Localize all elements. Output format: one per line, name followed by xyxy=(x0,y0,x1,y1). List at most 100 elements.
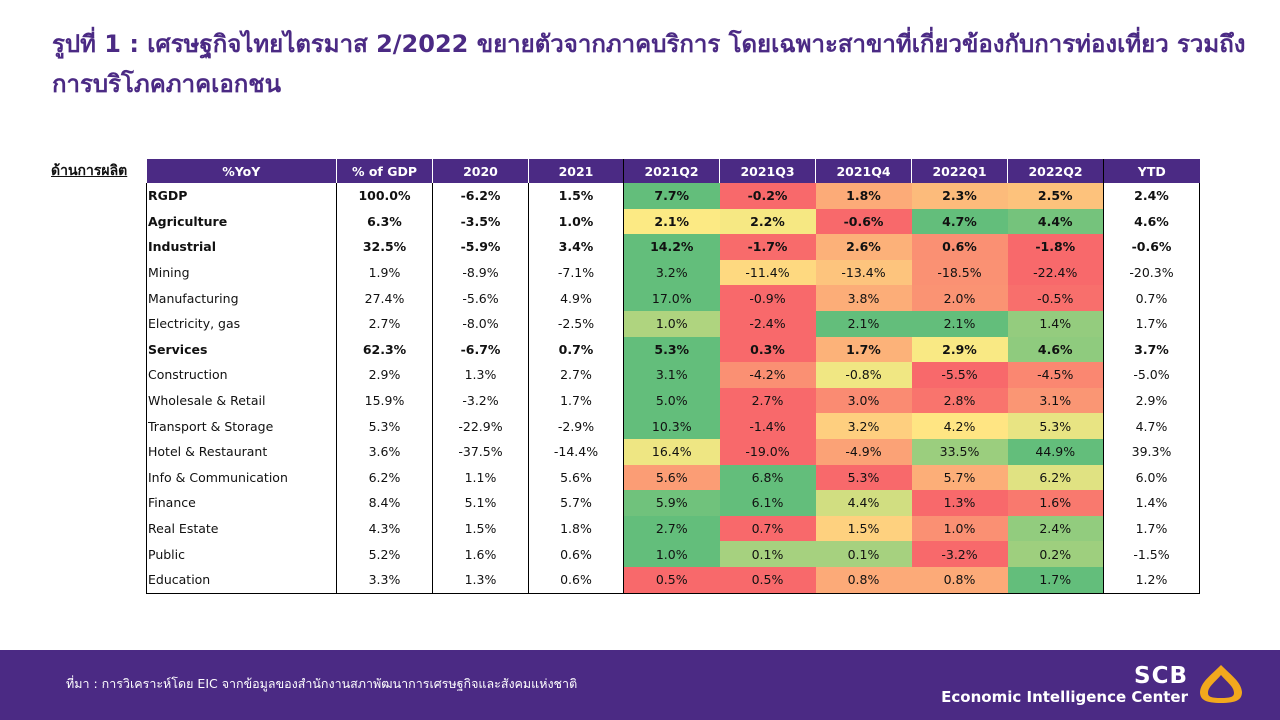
page-title: รูปที่ 1 : เศรษฐกิจไทยไตรมาส 2/2022 ขยาย… xyxy=(52,30,1246,98)
row-label: Manufacturing xyxy=(146,285,337,311)
table-cell: 2.8% xyxy=(911,387,1008,414)
row-label: Real Estate xyxy=(146,515,337,542)
table-cell: 5.3% xyxy=(623,336,720,363)
table-cell: -4.9% xyxy=(815,438,912,465)
table-cell: 4.9% xyxy=(528,285,624,311)
table-header-row: %YoY% of GDP 2020 2021 2021Q2 2021Q3 2021Q4 20… xyxy=(146,159,1200,183)
brand-name: SCB xyxy=(1134,663,1188,689)
table-cell: 4.6% xyxy=(1103,208,1200,235)
table-row: Hotel & Restaurant 3.6% -37.5% -14.4% 16.4% -… xyxy=(146,438,1200,465)
row-label: Info & Communication xyxy=(146,464,337,491)
table-cell: 3.1% xyxy=(623,362,720,388)
column-header: 2020 xyxy=(432,159,529,183)
table-cell: 0.3% xyxy=(719,336,816,363)
table-cell: -37.5% xyxy=(432,438,529,465)
table-cell: -6.7% xyxy=(432,336,529,363)
column-header: YTD xyxy=(1103,159,1200,183)
table-cell: 2.4% xyxy=(1007,515,1104,542)
table-cell: 5.7% xyxy=(911,464,1008,491)
brand-subtitle: Economic Intelligence Center xyxy=(941,688,1188,706)
table-cell: 1.9% xyxy=(336,259,433,286)
column-header: 2022Q1 xyxy=(911,159,1008,183)
table-cell: 0.2% xyxy=(1007,541,1104,567)
table-row: RGDP 100.0% -6.2% 1.5% 7.7% -0.2% 1.8% 2.3% 2.5%… xyxy=(146,183,1200,209)
table-cell: 1.0% xyxy=(623,541,720,567)
table-cell: -3.2% xyxy=(432,387,529,414)
table-cell: 3.4% xyxy=(528,234,624,260)
table-cell: 39.3% xyxy=(1103,438,1200,465)
table-cell: 1.5% xyxy=(432,515,529,542)
table-cell: 2.3% xyxy=(911,183,1008,209)
table-cell: 3.7% xyxy=(1103,336,1200,363)
table-cell: -4.5% xyxy=(1007,362,1104,388)
table-cell: 62.3% xyxy=(336,336,433,363)
table-cell: 33.5% xyxy=(911,438,1008,465)
table-cell: -0.2% xyxy=(719,183,816,209)
table-cell: 2.9% xyxy=(911,336,1008,363)
table-cell: -5.5% xyxy=(911,362,1008,388)
table-cell: 1.4% xyxy=(1007,310,1104,337)
table-cell: 0.5% xyxy=(623,566,720,594)
table-cell: 5.3% xyxy=(1007,413,1104,439)
table-row: Finance 8.4% 5.1% 5.7% 5.9% 6.1% 4.4% 1.3% 1.6% 1… xyxy=(146,490,1200,516)
column-header: % of GDP xyxy=(336,159,433,183)
table-cell: 4.6% xyxy=(1007,336,1104,363)
table-cell: 0.7% xyxy=(528,336,624,363)
table-cell: 14.2% xyxy=(623,234,720,260)
table-cell: 4.7% xyxy=(1103,413,1200,439)
table-cell: -4.2% xyxy=(719,362,816,388)
table-cell: 1.7% xyxy=(1007,566,1104,594)
table-cell: -3.2% xyxy=(911,541,1008,567)
footer-bar: ที่มา : การวิเคราะห์โดย EIC จากข้อมูลของ… xyxy=(0,650,1280,720)
table-cell: 1.7% xyxy=(815,336,912,363)
side-label: ด้านการผลิต xyxy=(51,163,128,179)
table-cell: 27.4% xyxy=(336,285,433,311)
table-cell: 2.7% xyxy=(719,387,816,414)
table-cell: 1.7% xyxy=(528,387,624,414)
column-header: 2022Q2 xyxy=(1007,159,1104,183)
table-cell: 1.5% xyxy=(528,183,624,209)
table-cell: 5.7% xyxy=(528,490,624,516)
table-cell: 0.8% xyxy=(911,566,1008,594)
table-cell: 1.0% xyxy=(911,515,1008,542)
table-cell: 5.1% xyxy=(432,490,529,516)
row-label: Public xyxy=(146,541,337,567)
table-cell: 2.0% xyxy=(911,285,1008,311)
table-cell: 3.3% xyxy=(336,566,433,594)
scb-lotus-logo-icon xyxy=(1200,665,1242,703)
table-cell: -22.9% xyxy=(432,413,529,439)
table-cell: 4.4% xyxy=(1007,208,1104,235)
table-cell: 0.7% xyxy=(719,515,816,542)
table-cell: 1.4% xyxy=(1103,490,1200,516)
table-cell: -1.7% xyxy=(719,234,816,260)
table-cell: 1.8% xyxy=(528,515,624,542)
table-cell: 1.7% xyxy=(1103,310,1200,337)
row-label: Agriculture xyxy=(146,208,337,235)
table-cell: 3.8% xyxy=(815,285,912,311)
row-label: Wholesale & Retail xyxy=(146,387,337,414)
table-row: Services 62.3% -6.7% 0.7% 5.3% 0.3% 1.7% 2.9% 4.… xyxy=(146,336,1200,363)
table-cell: 1.7% xyxy=(1103,515,1200,542)
table-cell: 0.6% xyxy=(911,234,1008,260)
table-cell: 7.7% xyxy=(623,183,720,209)
table-cell: -0.8% xyxy=(815,362,912,388)
table-cell: -1.4% xyxy=(719,413,816,439)
table-cell: 2.1% xyxy=(623,208,720,235)
table-cell: 16.4% xyxy=(623,438,720,465)
column-header: 2021 xyxy=(528,159,624,183)
table-cell: 2.6% xyxy=(815,234,912,260)
table-cell: 6.8% xyxy=(719,464,816,491)
table-row: Electricity, gas 2.7% -8.0% -2.5% 1.0% -2.4% 2… xyxy=(146,310,1200,337)
table-cell: 2.1% xyxy=(815,310,912,337)
table-cell: -6.2% xyxy=(432,183,529,209)
table-cell: 6.3% xyxy=(336,208,433,235)
table-row: Info & Communication 6.2% 1.1% 5.6% 5.6% 6.8%… xyxy=(146,464,1200,491)
table-cell: 4.7% xyxy=(911,208,1008,235)
gdp-heatmap-table: %YoY% of GDP 2020 2021 2021Q2 2021Q3 2021Q4 20… xyxy=(146,159,1200,594)
table-cell: 5.3% xyxy=(815,464,912,491)
table-row: Real Estate 4.3% 1.5% 1.8% 2.7% 0.7% 1.5% 1.0% 2… xyxy=(146,515,1200,542)
table-cell: 3.2% xyxy=(815,413,912,439)
table-cell: -0.9% xyxy=(719,285,816,311)
table-cell: 4.3% xyxy=(336,515,433,542)
row-label: Industrial xyxy=(146,234,337,260)
